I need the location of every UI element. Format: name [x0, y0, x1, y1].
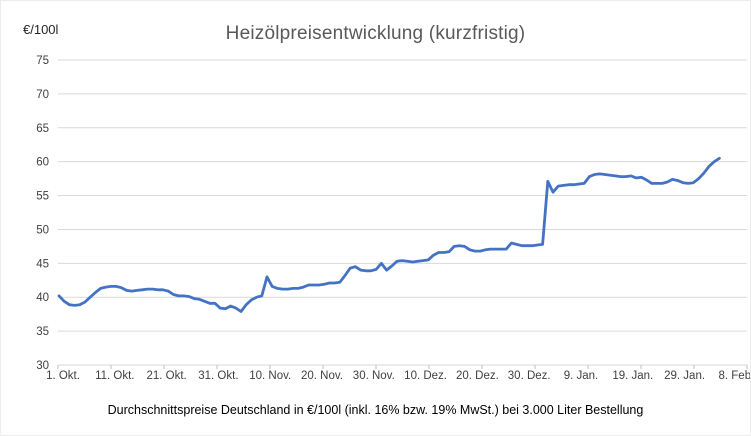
x-tick-label: 19. Jan.	[612, 370, 653, 382]
y-tick-label: 50	[36, 224, 49, 236]
x-tick-label: 20. Dez.	[456, 370, 499, 382]
y-tick-label: 35	[36, 326, 49, 338]
x-tick-label: 10. Dez.	[404, 370, 447, 382]
x-tick-label: 21. Okt.	[146, 370, 186, 382]
y-tick-label: 45	[36, 258, 49, 270]
y-tick-label: 30	[36, 360, 49, 372]
x-tick-label: 29. Jan.	[664, 370, 705, 382]
price-line-series	[57, 156, 721, 313]
y-tick-label: 75	[36, 55, 49, 67]
x-tick-label: 31. Okt.	[198, 370, 238, 382]
chart-caption: Durchschnittspreise Deutschland in €/100…	[107, 403, 644, 417]
y-tick-label: 55	[36, 191, 49, 203]
y-tick-label: 40	[36, 292, 49, 304]
chart-title: Heizölpreisentwicklung (kurzfristig)	[225, 23, 526, 44]
x-tick-label: 11. Okt.	[95, 370, 134, 382]
x-tick-label: 20. Nov.	[301, 370, 343, 382]
y-tick-label: 60	[36, 157, 49, 169]
y-axis-unit-label: €/100l	[23, 22, 59, 37]
x-tick-label: 30. Nov.	[353, 370, 395, 382]
x-tick-label: 9. Jan.	[564, 370, 599, 382]
x-tick-label: 10. Nov.	[249, 370, 291, 382]
x-tick-label: 30. Dez.	[508, 370, 551, 382]
x-tick-label: 8. Feb.	[718, 370, 751, 382]
y-tick-label: 70	[36, 89, 49, 101]
y-tick-label: 65	[36, 123, 49, 135]
x-tick-label: 1. Okt.	[46, 370, 80, 382]
